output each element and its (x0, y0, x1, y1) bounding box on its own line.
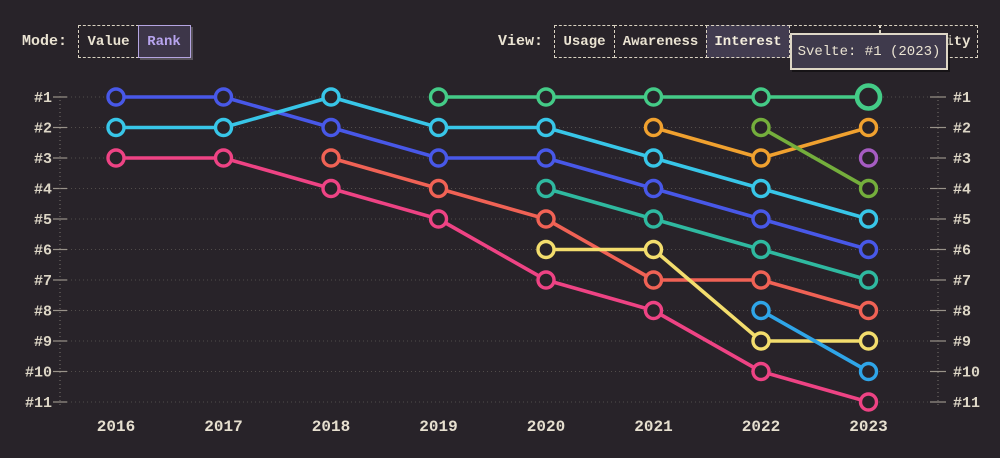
series-line-sky (759, 308, 871, 374)
x-axis-label: 2023 (849, 418, 887, 436)
x-axis-label: 2021 (634, 418, 672, 436)
data-point-cyan-2022[interactable] (751, 178, 771, 199)
y-axis-label-left: #6 (34, 243, 52, 260)
x-axis-label: 2017 (204, 418, 242, 436)
tooltip: Svelte: #1 (2023) (790, 33, 948, 70)
view-option-interest[interactable]: Interest (706, 25, 791, 58)
y-axis-label-right: #11 (953, 395, 980, 412)
tooltip-text: Svelte: #1 (2023) (797, 43, 941, 60)
data-point-Svelte-2021[interactable] (643, 87, 664, 107)
y-axis-label-left: #11 (25, 395, 52, 412)
data-point-orange-2021[interactable] (643, 117, 664, 138)
data-point-red-2023[interactable] (858, 300, 879, 321)
x-axis-label: 2018 (312, 418, 350, 436)
y-axis-label-left: #1 (34, 90, 52, 107)
y-axis-label-right: #10 (953, 365, 980, 382)
y-axis-label-right: #7 (953, 273, 971, 290)
data-point-sky-2022[interactable] (751, 300, 771, 321)
data-point-pink-2021[interactable] (643, 300, 664, 321)
data-point-Svelte-2023[interactable] (854, 83, 883, 111)
view-option-usage[interactable]: Usage (554, 25, 616, 58)
data-point-pink-2018[interactable] (321, 178, 341, 199)
data-point-blue-2017[interactable] (213, 87, 234, 107)
data-point-orange-2022[interactable] (751, 148, 771, 168)
data-point-cyan-2016[interactable] (106, 117, 126, 138)
data-point-red-2020[interactable] (536, 209, 556, 229)
series-line-pink (114, 156, 871, 404)
data-point-lime-2022[interactable] (751, 117, 771, 138)
data-point-pink-2023[interactable] (858, 392, 879, 412)
data-point-red-2019[interactable] (428, 178, 449, 199)
data-point-teal-2021[interactable] (643, 209, 664, 229)
y-axis-label-left: #5 (34, 212, 52, 229)
data-point-Svelte-2020[interactable] (536, 87, 556, 107)
data-point-Svelte-2022[interactable] (751, 87, 771, 107)
y-axis-label-left: #3 (34, 151, 52, 168)
data-point-pink-2022[interactable] (751, 361, 771, 382)
data-point-cyan-2023[interactable] (858, 209, 879, 229)
series-line-red (329, 156, 871, 313)
data-point-blue-2018[interactable] (321, 117, 341, 138)
data-point-teal-2020[interactable] (536, 178, 556, 199)
data-point-lime-2023[interactable] (858, 178, 879, 199)
data-point-Svelte-2019[interactable] (428, 87, 449, 107)
data-point-yellow-2020[interactable] (536, 239, 556, 260)
data-point-blue-2023[interactable] (858, 239, 879, 260)
x-axis-label: 2020 (527, 418, 565, 436)
y-axis-label-left: #4 (34, 182, 52, 199)
y-axis-label-right: #9 (953, 334, 971, 351)
data-point-pink-2017[interactable] (213, 148, 234, 168)
y-axis-label-right: #2 (953, 121, 971, 138)
data-point-red-2018[interactable] (321, 148, 341, 168)
data-point-pink-2020[interactable] (536, 270, 556, 290)
data-point-sky-2023[interactable] (858, 361, 879, 382)
series-line-lime (759, 125, 871, 191)
y-axis-label-right: #3 (953, 151, 971, 168)
y-axis-label-right: #6 (953, 243, 971, 260)
y-axis-label-left: #8 (34, 304, 52, 321)
data-point-cyan-2020[interactable] (536, 117, 556, 138)
y-axis-label-right: #1 (953, 90, 971, 107)
data-point-teal-2023[interactable] (858, 270, 879, 290)
mode-option-rank[interactable]: Rank (137, 25, 191, 58)
view-label: View: (498, 33, 544, 50)
data-point-cyan-2019[interactable] (428, 117, 449, 138)
data-point-cyan-2017[interactable] (213, 117, 234, 138)
y-axis-label-left: #9 (34, 334, 52, 351)
series-line-teal (544, 186, 871, 282)
data-point-red-2022[interactable] (751, 270, 771, 290)
x-axis-label: 2019 (419, 418, 457, 436)
series-line-blue (114, 95, 871, 252)
y-axis-label-right: #4 (953, 182, 971, 199)
y-axis-label-right: #8 (953, 304, 971, 321)
y-axis-label-left: #7 (34, 273, 52, 290)
y-axis-label-left: #2 (34, 121, 52, 138)
y-axis-label-right: #5 (953, 212, 971, 229)
x-axis-label: 2022 (742, 418, 780, 436)
data-point-pink-2016[interactable] (106, 148, 126, 168)
data-point-yellow-2021[interactable] (643, 239, 664, 260)
mode-toggle: Value Rank (78, 25, 191, 58)
data-point-purple-2023[interactable] (858, 148, 879, 168)
data-point-yellow-2023[interactable] (858, 331, 879, 351)
series-line-cyan (114, 95, 871, 221)
y-axis-label-left: #10 (25, 365, 52, 382)
x-axis-label: 2016 (97, 418, 135, 436)
data-point-red-2021[interactable] (643, 270, 664, 290)
data-point-orange-2023[interactable] (858, 117, 879, 138)
data-point-teal-2022[interactable] (751, 239, 771, 260)
data-point-blue-2022[interactable] (751, 209, 771, 229)
data-point-blue-2021[interactable] (643, 178, 664, 199)
data-point-blue-2020[interactable] (536, 148, 556, 168)
mode-control: Mode: Value Rank (22, 25, 191, 58)
data-point-yellow-2022[interactable] (751, 331, 771, 351)
data-point-blue-2019[interactable] (428, 148, 449, 168)
data-point-blue-2016[interactable] (106, 87, 126, 107)
data-point-cyan-2018[interactable] (321, 87, 341, 107)
data-point-pink-2019[interactable] (428, 209, 449, 229)
mode-label: Mode: (22, 33, 68, 50)
data-point-cyan-2021[interactable] (643, 148, 664, 168)
